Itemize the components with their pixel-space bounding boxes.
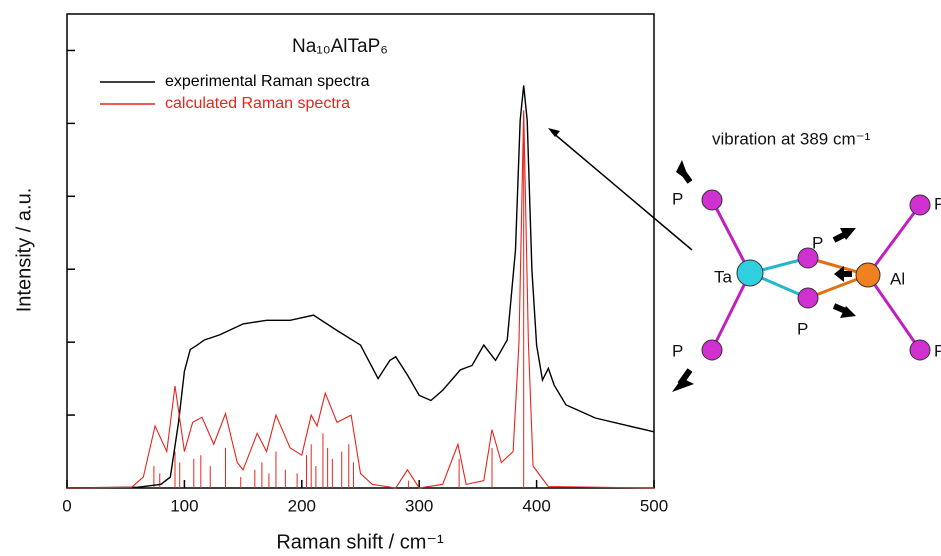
x-tick-label: 400 [522,496,550,515]
arrow [552,132,692,250]
atom-label: P [934,194,941,213]
y-axis-label: Intensity / a.u. [13,188,35,313]
x-axis-label: Raman shift / cm⁻¹ [276,531,444,553]
legend-label: experimental Raman spectra [165,73,370,90]
x-tick-label: 200 [288,496,316,515]
atom-label: Al [890,269,905,288]
figure: Na₁₀AlTaP₆ Raman shift / cm⁻¹ Intensity … [0,0,941,556]
displacement-arrows [672,160,856,392]
x-tick-label: 300 [405,496,433,515]
molecule: vibration at 389 cm⁻¹ [548,128,941,392]
atom-label: P [934,341,941,360]
atom-label: P [672,189,683,208]
arrowhead [548,128,560,137]
atom-label: Ta [714,267,733,286]
atom-label: P [797,319,808,338]
legend-label: calculated Raman spectra [165,95,350,112]
caption: vibration at 389 cm⁻¹ [712,129,871,148]
x-tick-label: 100 [170,496,198,515]
atom-label: P [672,341,683,360]
x-tick-label: 500 [640,496,668,515]
x-tick-label: 0 [62,496,71,515]
chart-title: Na₁₀AlTaP₆ [292,36,388,57]
spectrum-line [67,110,654,488]
atom-label: P [812,233,823,252]
